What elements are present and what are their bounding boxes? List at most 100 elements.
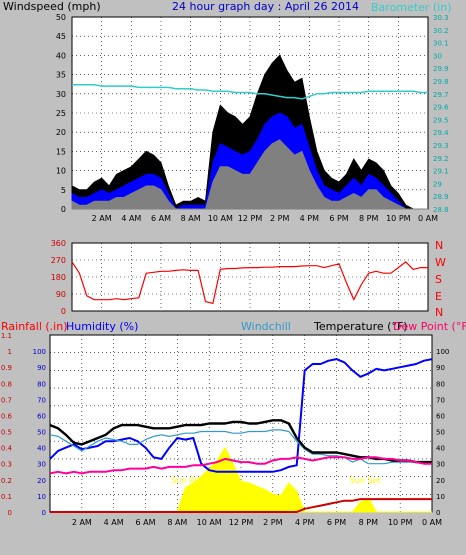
wind-y-tick: 40 [56,51,66,60]
x-tick-label: 6 AM [135,518,155,527]
rainfall-title: Rainfall (.in) [1,320,68,333]
wind-y-tick: 35 [56,71,66,80]
barometer-y-tick: 30.1 [433,40,449,48]
temp-y-tick: 20 [436,477,445,485]
barometer-y-tick: 28.9 [433,193,449,201]
x-tick-label: 12 PM [238,214,263,223]
x-tick-label: 2 AM [92,214,112,223]
wind-title: Windspeed (mph) [3,0,101,13]
sunset-label: Sun Set [350,476,381,485]
wind-y-tick: 5 [61,186,66,195]
temp-y-tick: 100 [436,348,449,356]
x-tick-label: 6 PM [329,214,348,223]
tick-labels: 0510152025303540455028.828.92929.129.229… [1,13,450,527]
humidity-series [49,358,433,473]
x-tick-label: 2 AM [72,518,92,527]
rain-y-tick: 1 [8,348,12,356]
barometer-y-tick: 29.4 [433,129,449,137]
wind-y-tick: 10 [56,167,66,176]
x-tick-label: 10 PM [386,214,411,223]
dir-label-s: S [435,273,442,286]
wind-direction-series [71,261,428,304]
humidity-y-tick: 40 [37,445,46,453]
x-tick-label: 12 PM [229,518,254,527]
rain-y-tick: 0.3 [1,461,12,469]
wind-avg-series [71,112,428,210]
x-tick-label: 4 AM [121,214,141,223]
dir-label-e: E [435,290,442,303]
barometer-y-tick: 29.8 [433,78,449,86]
rain-y-tick: 0.6 [1,412,13,420]
temp-y-tick: 90 [436,364,445,372]
wind-y-tick: 30 [56,90,66,99]
graph-title: 24 hour graph day : April 26 2014 [172,0,359,13]
humidity-y-tick: 0 [42,509,46,517]
x-tick-label: 10 PM [388,518,413,527]
wind-y-tick: 25 [56,109,66,118]
barometer-y-tick: 29.7 [433,91,449,99]
dir-label-w: W [435,256,446,269]
wind-y-tick: 50 [56,13,66,22]
rain-y-tick: 0.7 [1,396,12,404]
x-tick-label: 6 AM [151,214,171,223]
x-tick-label: 0 AM [418,214,438,223]
rainfall-series [50,498,432,513]
x-tick-label: 0 AM [422,518,442,527]
x-tick-label: 4 AM [104,518,124,527]
barometer-y-tick: 28.8 [433,206,449,214]
barometer-y-tick: 30 [433,52,442,60]
x-tick-label: 8 PM [359,518,378,527]
barometer-y-tick: 29.5 [433,116,449,124]
dew-point-series [49,456,432,475]
humidity-y-tick: 100 [33,348,46,356]
temp-y-tick: 30 [436,461,445,469]
temp-y-tick: 50 [436,429,445,437]
windchill-series [49,429,432,465]
barometer-y-tick: 29.1 [433,168,449,176]
dir-y-tick: 270 [51,256,66,265]
temp-y-tick: 80 [436,380,445,388]
rain-y-tick: 0.5 [1,429,12,437]
data-series [49,54,433,513]
humidity-y-tick: 50 [37,429,46,437]
dir-y-tick: 180 [51,273,66,282]
dir-y-tick: 360 [51,239,66,248]
humidity-y-tick: 30 [37,461,46,469]
barometer-y-tick: 29.9 [433,65,449,73]
humidity-title: Humidity (%) [66,320,138,333]
x-tick-label: 10 AM [208,214,233,223]
wind-y-tick: 15 [56,147,66,156]
barometer-y-tick: 29.2 [433,155,449,163]
dir-label-n-bottom: N [435,306,443,319]
barometer-series [72,84,428,100]
annotations: Sun Rise Sun Set [171,476,380,485]
rain-y-tick: 0.9 [1,364,12,372]
rain-y-tick: 0.8 [1,380,12,388]
x-tick-label: 8 AM [167,518,187,527]
wind-low-series [71,139,428,210]
x-tick-label: 8 PM [359,214,378,223]
dir-label-n-top: N [435,239,443,252]
dew-point-title: Dew Point (°F) [393,320,466,333]
barometer-title: Barometer (in) [371,1,452,14]
humidity-y-tick: 90 [37,364,46,372]
x-tick-label: 2 PM [270,214,289,223]
x-tick-label: 6 PM [327,518,346,527]
humidity-y-tick: 60 [37,412,46,420]
humidity-y-tick: 10 [37,493,46,501]
rain-y-tick: 0.2 [1,477,12,485]
dir-y-tick: 90 [56,290,66,299]
temperature-title: Temperature (°F) [313,320,408,333]
barometer-y-tick: 29 [433,180,442,188]
humidity-y-tick: 80 [37,380,46,388]
temp-y-tick: 60 [436,412,445,420]
rain-y-tick: 0 [8,509,12,517]
rain-y-tick: 1.1 [1,332,12,340]
barometer-y-tick: 29.6 [433,104,449,112]
wind-y-tick: 20 [56,128,66,137]
direction-plot-area [71,242,429,312]
wind-gust-series [71,54,428,210]
temp-y-tick: 70 [436,396,445,404]
